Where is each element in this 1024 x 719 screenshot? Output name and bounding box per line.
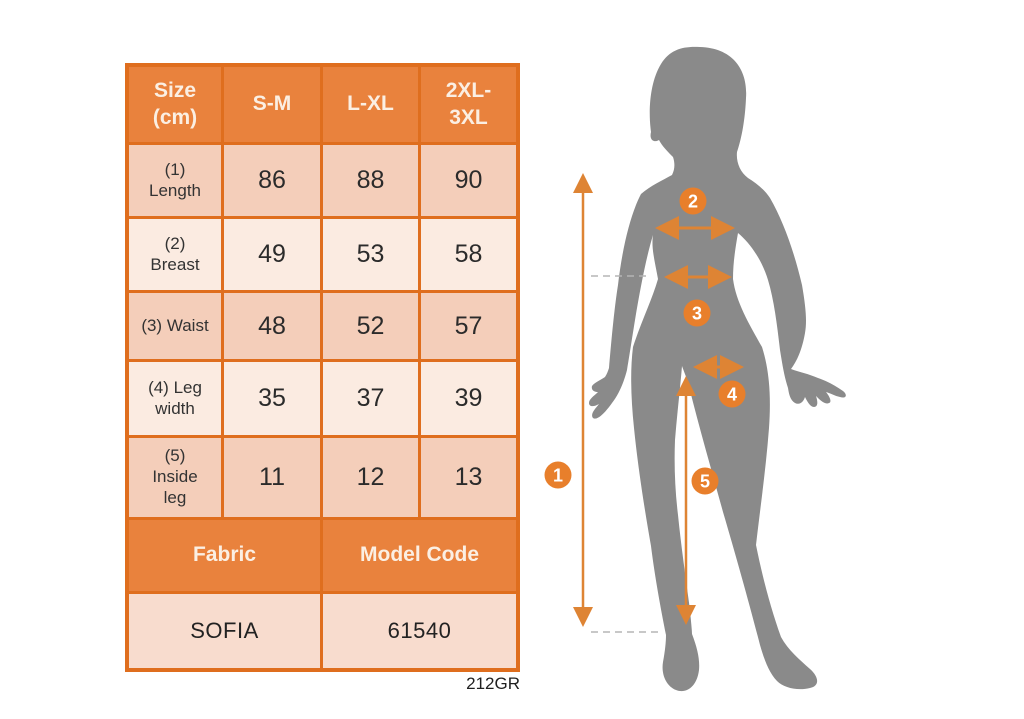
row-label-waist: (3) Waist: [129, 293, 221, 359]
row-label-inside-leg: (5) Inside leg: [129, 438, 221, 517]
value-breast-2xl-3xl: 58: [421, 219, 516, 290]
column-header-2xl-3xl: 2XL- 3XL: [421, 67, 516, 142]
fabric-value: SOFIA: [129, 594, 320, 668]
value-waist-l-xl: 52: [323, 293, 418, 359]
value-breast-s-m: 49: [224, 219, 320, 290]
model-code-value: 61540: [323, 594, 516, 668]
marker-1-badge: 1: [544, 461, 572, 489]
svg-text:4: 4: [727, 385, 737, 405]
marker-4-badge: 4: [718, 380, 746, 408]
column-header-s-m: S-M: [224, 67, 320, 142]
value-length-l-xl: 88: [323, 145, 418, 216]
svg-text:5: 5: [700, 472, 710, 492]
row-label-length: (1) Length: [129, 145, 221, 216]
value-length-2xl-3xl: 90: [421, 145, 516, 216]
value-leg-width-2xl-3xl: 39: [421, 362, 516, 435]
marker-5-badge: 5: [691, 467, 719, 495]
value-leg-width-l-xl: 37: [323, 362, 418, 435]
value-breast-l-xl: 53: [323, 219, 418, 290]
value-waist-2xl-3xl: 57: [421, 293, 516, 359]
svg-text:1: 1: [553, 466, 563, 486]
column-header-l-xl: L-XL: [323, 67, 418, 142]
svg-text:3: 3: [692, 304, 702, 324]
svg-text:2: 2: [688, 192, 698, 212]
marker-2-badge: 2: [679, 187, 707, 215]
value-waist-s-m: 48: [224, 293, 320, 359]
model-code-header: Model Code: [323, 520, 516, 591]
corner-header-size-cm: Size (cm): [129, 67, 221, 142]
fabric-header: Fabric: [129, 520, 320, 591]
marker-3-badge: 3: [683, 299, 711, 327]
body-silhouette-image: [589, 46, 846, 692]
row-label-breast: (2) Breast: [129, 219, 221, 290]
value-inside-leg-s-m: 11: [224, 438, 320, 517]
value-length-s-m: 86: [224, 145, 320, 216]
value-inside-leg-2xl-3xl: 13: [421, 438, 516, 517]
value-inside-leg-l-xl: 12: [323, 438, 418, 517]
product-code-footnote: 212GR: [466, 674, 520, 693]
size-chart-table: Size (cm) S-M L-XL 2XL- 3XL (1) Length 8…: [125, 63, 520, 672]
row-label-leg-width: (4) Leg width: [129, 362, 221, 435]
value-leg-width-s-m: 35: [224, 362, 320, 435]
